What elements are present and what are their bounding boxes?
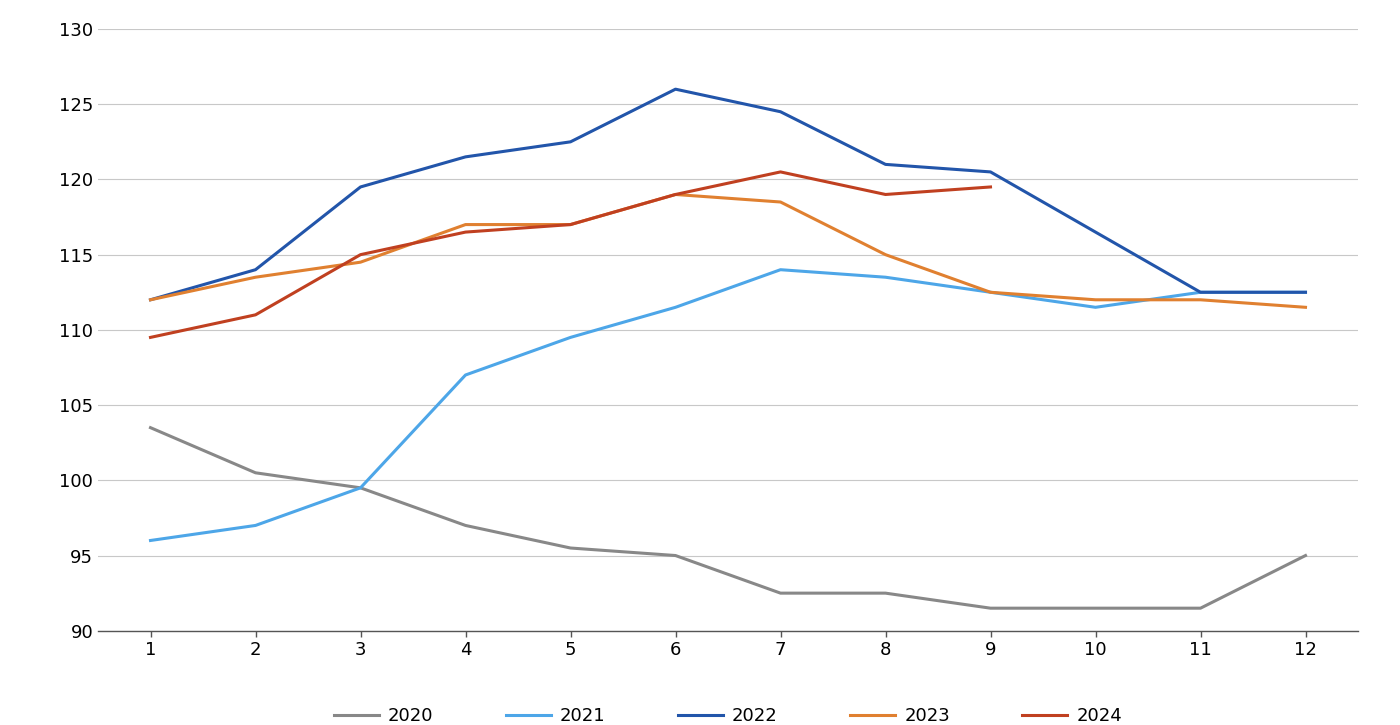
2022 [773,107,790,116]
2021 [561,333,580,341]
2022 [876,160,893,169]
2022 [456,152,473,161]
2023 [353,258,370,267]
2023 [143,295,160,304]
2024 [666,190,683,199]
2024 [353,250,370,259]
2023 [876,250,893,259]
2021 [1086,303,1103,312]
2021 [666,303,683,312]
2021 [983,288,1000,297]
Legend: 2020, 2021, 2022, 2023, 2024: 2020, 2021, 2022, 2023, 2024 [326,700,1130,725]
2021 [1193,288,1210,297]
2021 [143,536,160,545]
2024 [773,167,790,176]
2022 [1193,288,1210,297]
2020 [983,604,1000,613]
2020 [1086,604,1103,613]
2023 [456,220,473,229]
Line: 2022: 2022 [151,89,1305,299]
2023 [246,273,263,281]
2023 [1296,303,1313,312]
2020 [1296,551,1313,560]
2021 [246,521,263,530]
2024 [246,310,263,319]
2021 [353,484,370,492]
2021 [456,370,473,379]
2024 [561,220,580,229]
2022 [353,183,370,191]
2023 [773,198,790,207]
2020 [876,589,893,597]
Line: 2024: 2024 [151,172,991,337]
2024 [143,333,160,341]
2024 [983,183,1000,191]
2022 [143,295,160,304]
2022 [561,138,580,146]
2021 [876,273,893,281]
2020 [773,589,790,597]
2023 [666,190,683,199]
2022 [1086,228,1103,236]
2020 [666,551,683,560]
2020 [353,484,370,492]
2024 [456,228,473,236]
Line: 2020: 2020 [151,428,1305,608]
2020 [561,544,580,552]
2021 [1296,288,1313,297]
Line: 2023: 2023 [151,194,1305,307]
2024 [876,190,893,199]
Line: 2021: 2021 [151,270,1305,540]
2021 [773,265,790,274]
2023 [561,220,580,229]
2020 [246,468,263,477]
2023 [1193,295,1210,304]
2023 [1086,295,1103,304]
2023 [983,288,1000,297]
2020 [1193,604,1210,613]
2022 [1296,288,1313,297]
2020 [143,423,160,432]
2022 [246,265,263,274]
2020 [456,521,473,530]
2022 [983,167,1000,176]
2022 [666,85,683,94]
